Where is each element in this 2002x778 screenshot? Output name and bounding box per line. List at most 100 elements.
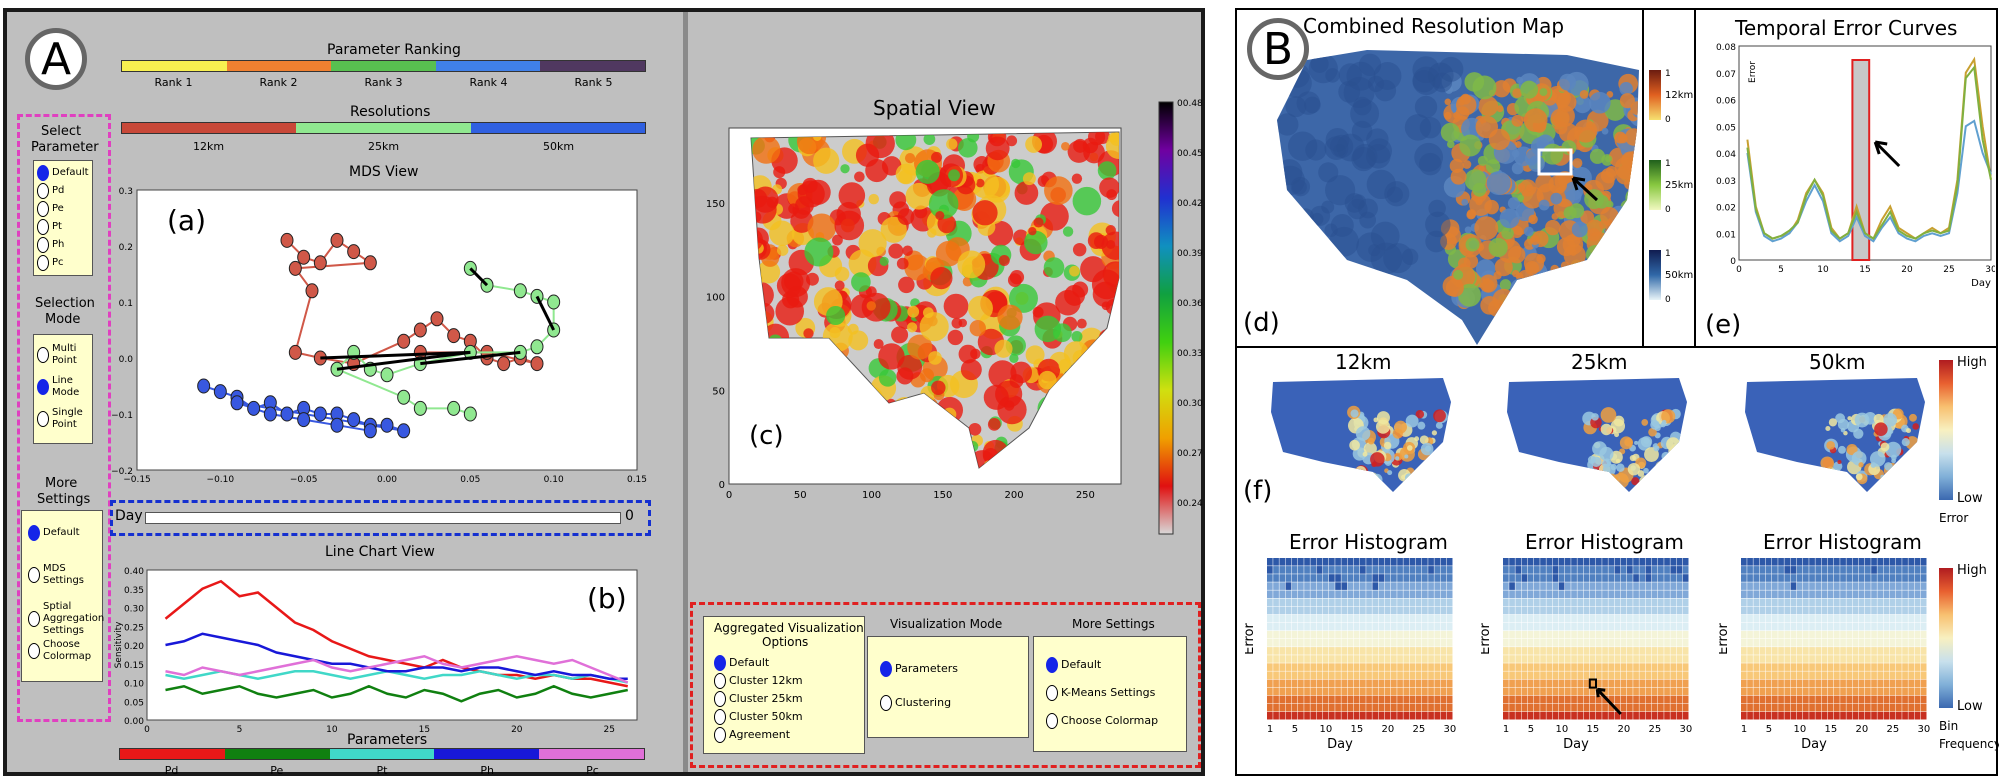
radio-icon[interactable] xyxy=(714,709,726,725)
parameter-swatch[interactable] xyxy=(330,749,435,759)
mds-50km-point[interactable] xyxy=(198,379,210,393)
mds-12km-point[interactable] xyxy=(348,245,360,259)
parameter-swatch[interactable] xyxy=(120,749,225,759)
mds-25km-point[interactable] xyxy=(448,401,460,415)
mds-12km-point[interactable] xyxy=(314,256,326,270)
resolution-error-map[interactable] xyxy=(1263,372,1463,502)
radio-icon[interactable] xyxy=(37,237,49,253)
select-parameter-option[interactable]: Pe xyxy=(37,201,64,217)
mds-50km-point[interactable] xyxy=(348,413,360,427)
mds-12km-point[interactable] xyxy=(498,357,510,371)
mds-50km-point[interactable] xyxy=(331,418,343,432)
radio-icon[interactable] xyxy=(714,727,726,743)
parameter-ranking-bar[interactable] xyxy=(121,60,646,72)
combined-resolution-map[interactable] xyxy=(1267,40,1642,346)
radio-icon[interactable] xyxy=(37,183,49,199)
radio-icon[interactable] xyxy=(37,165,49,181)
resolution-error-map[interactable] xyxy=(1499,372,1699,502)
aggregated-option[interactable]: Cluster 12km xyxy=(714,673,803,689)
more-settings2-option[interactable]: Default xyxy=(1046,657,1101,673)
rank-swatch[interactable] xyxy=(331,61,436,71)
more-settings-option[interactable]: Default xyxy=(28,525,80,541)
mds-50km-point[interactable] xyxy=(231,396,243,410)
mds-50km-point[interactable] xyxy=(398,424,410,438)
aggregated-option[interactable]: Cluster 50km xyxy=(714,709,803,725)
mds-12km-point[interactable] xyxy=(414,323,426,337)
radio-icon[interactable] xyxy=(714,691,726,707)
select-parameter-option[interactable]: Pt xyxy=(37,219,62,235)
mds-12km-point[interactable] xyxy=(331,233,343,247)
mds-50km-point[interactable] xyxy=(281,407,293,421)
parameter-swatch[interactable] xyxy=(539,749,644,759)
rank-swatch[interactable] xyxy=(122,61,227,71)
mds-12km-point[interactable] xyxy=(448,329,460,343)
mds-12km-point[interactable] xyxy=(531,357,543,371)
mds-50km-point[interactable] xyxy=(298,413,310,427)
resolutions-bar[interactable] xyxy=(121,122,646,134)
radio-icon[interactable] xyxy=(37,219,49,235)
mds-50km-point[interactable] xyxy=(381,418,393,432)
aggregated-option[interactable]: Agreement xyxy=(714,727,790,743)
radio-icon[interactable] xyxy=(37,201,49,217)
mds-50km-point[interactable] xyxy=(214,385,226,399)
resolution-swatch[interactable] xyxy=(471,123,645,133)
resolution-swatch[interactable] xyxy=(296,123,470,133)
radio-icon[interactable] xyxy=(28,643,40,659)
parameters-bar[interactable] xyxy=(119,748,645,760)
parameter-swatch[interactable] xyxy=(225,749,330,759)
mds-12km-point[interactable] xyxy=(306,284,318,298)
radio-icon[interactable] xyxy=(28,611,40,627)
mds-12km-point[interactable] xyxy=(431,312,443,326)
mds-25km-point[interactable] xyxy=(414,401,426,415)
rank-swatch[interactable] xyxy=(227,61,332,71)
highlighted-day-band[interactable] xyxy=(1852,60,1869,260)
mds-25km-point[interactable] xyxy=(464,407,476,421)
radio-icon[interactable] xyxy=(37,255,49,271)
resolution-swatch[interactable] xyxy=(122,123,296,133)
day-slider[interactable] xyxy=(145,512,621,524)
aggregated-option[interactable]: Default xyxy=(714,655,769,671)
mds-12km-point[interactable] xyxy=(364,256,376,270)
mds-50km-point[interactable] xyxy=(314,407,326,421)
select-parameter-option[interactable]: Pd xyxy=(37,183,64,199)
mds-50km-point[interactable] xyxy=(264,407,276,421)
more-settings2-option[interactable]: K-Means Settings xyxy=(1046,685,1155,701)
vis-mode-option[interactable]: Clustering xyxy=(880,695,951,711)
radio-icon[interactable] xyxy=(37,379,49,395)
rank-swatch[interactable] xyxy=(436,61,541,71)
mds-25km-point[interactable] xyxy=(514,284,526,298)
parameter-swatch[interactable] xyxy=(434,749,539,759)
mds-25km-point[interactable] xyxy=(531,289,543,303)
mds-25km-point[interactable] xyxy=(381,368,393,382)
select-parameter-option[interactable]: Pc xyxy=(37,255,64,271)
radio-icon[interactable] xyxy=(714,655,726,671)
radio-icon[interactable] xyxy=(28,567,40,583)
mds-12km-point[interactable] xyxy=(289,261,301,275)
radio-icon[interactable] xyxy=(714,673,726,689)
radio-icon[interactable] xyxy=(37,411,49,427)
mds-12km-point[interactable] xyxy=(298,250,310,264)
select-parameter-option[interactable]: Ph xyxy=(37,237,64,253)
mds-25km-point[interactable] xyxy=(531,340,543,354)
rank-swatch[interactable] xyxy=(540,61,645,71)
more-settings2-option[interactable]: Choose Colormap xyxy=(1046,713,1158,729)
mds-12km-point[interactable] xyxy=(398,334,410,348)
radio-icon[interactable] xyxy=(1046,713,1058,729)
vis-mode-option[interactable]: Parameters xyxy=(880,661,958,677)
radio-icon[interactable] xyxy=(28,525,40,541)
mds-12km-point[interactable] xyxy=(289,345,301,359)
radio-icon[interactable] xyxy=(1046,657,1058,673)
radio-icon[interactable] xyxy=(1046,685,1058,701)
mds-50km-point[interactable] xyxy=(364,424,376,438)
